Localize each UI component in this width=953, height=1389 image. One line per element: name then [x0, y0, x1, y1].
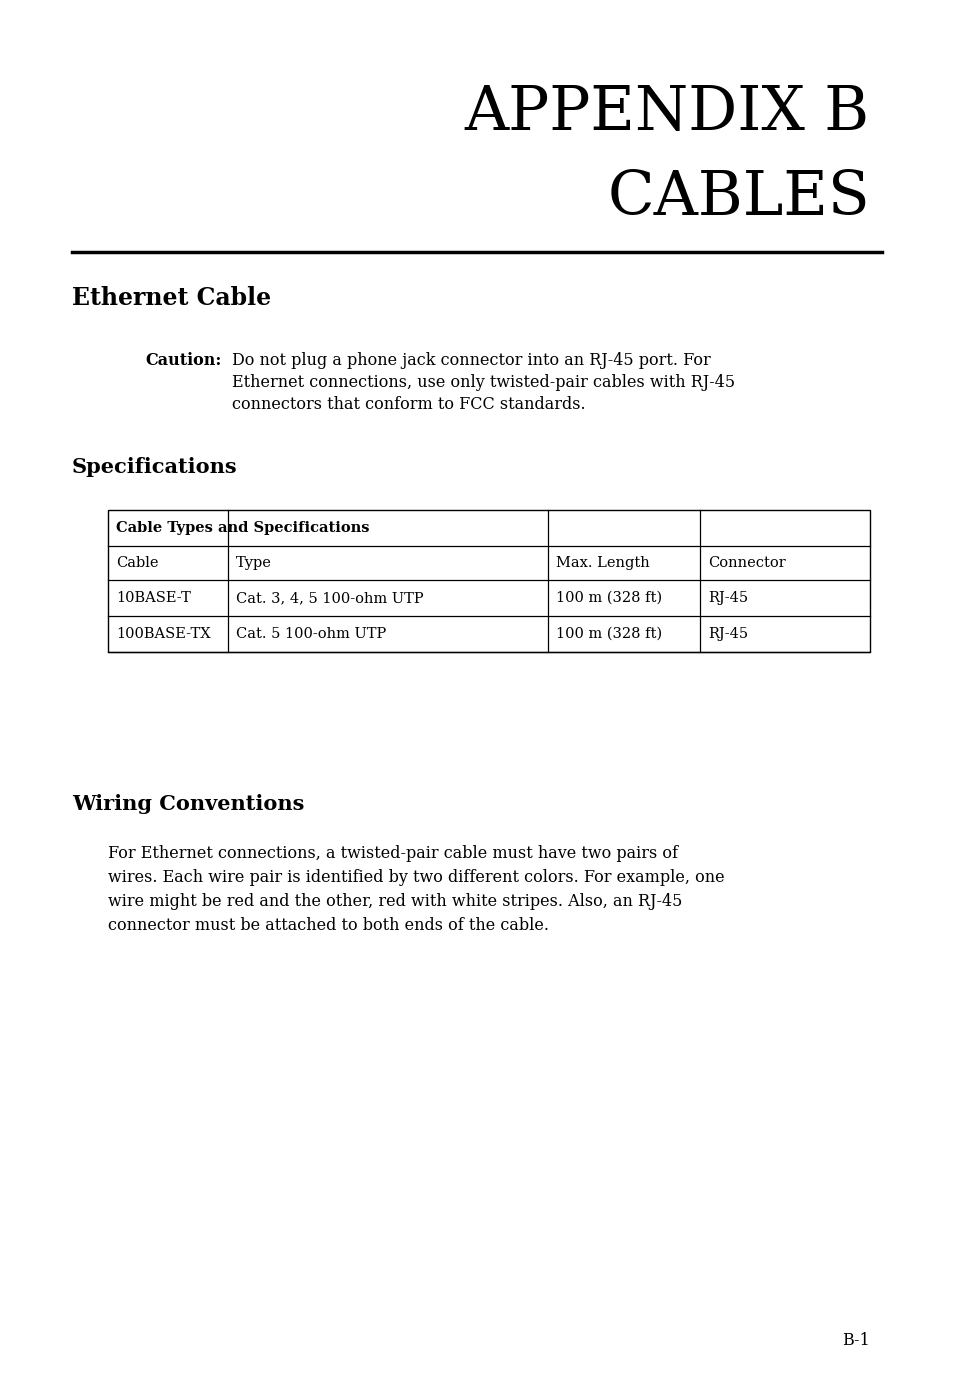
Text: RJ-45: RJ-45 — [707, 626, 747, 640]
Text: wires. Each wire pair is identified by two different colors. For example, one: wires. Each wire pair is identified by t… — [108, 870, 724, 886]
Text: Connector: Connector — [707, 556, 785, 569]
Text: Max. Length: Max. Length — [556, 556, 649, 569]
Text: Type: Type — [235, 556, 272, 569]
Text: Ethernet Cable: Ethernet Cable — [71, 286, 271, 310]
Text: 100 m (328 ft): 100 m (328 ft) — [556, 626, 661, 640]
Text: Wiring Conventions: Wiring Conventions — [71, 795, 304, 814]
Text: wire might be red and the other, red with white stripes. Also, an RJ-45: wire might be red and the other, red wit… — [108, 893, 681, 910]
Text: Cat. 5 100-ohm UTP: Cat. 5 100-ohm UTP — [235, 626, 386, 640]
Text: 100BASE-TX: 100BASE-TX — [116, 626, 211, 640]
Text: connectors that conform to FCC standards.: connectors that conform to FCC standards… — [232, 396, 585, 413]
Text: Do not plug a phone jack connector into an RJ-45 port. For: Do not plug a phone jack connector into … — [232, 351, 710, 369]
Text: Cat. 3, 4, 5 100-ohm UTP: Cat. 3, 4, 5 100-ohm UTP — [235, 590, 423, 606]
Text: B-1: B-1 — [841, 1332, 869, 1349]
Text: RJ-45: RJ-45 — [707, 590, 747, 606]
Text: connector must be attached to both ends of the cable.: connector must be attached to both ends … — [108, 917, 548, 933]
Text: APPENDIX B: APPENDIX B — [464, 83, 869, 143]
Text: 10BASE-T: 10BASE-T — [116, 590, 191, 606]
Text: For Ethernet connections, a twisted-pair cable must have two pairs of: For Ethernet connections, a twisted-pair… — [108, 845, 678, 863]
Text: Specifications: Specifications — [71, 457, 237, 476]
Bar — [108, 510, 869, 651]
Text: Ethernet connections, use only twisted-pair cables with RJ-45: Ethernet connections, use only twisted-p… — [232, 374, 735, 390]
Text: Cable: Cable — [116, 556, 158, 569]
Text: Caution:: Caution: — [145, 351, 221, 369]
Text: 100 m (328 ft): 100 m (328 ft) — [556, 590, 661, 606]
Text: CABLES: CABLES — [607, 168, 869, 228]
Text: Cable Types and Specifications: Cable Types and Specifications — [116, 521, 369, 535]
